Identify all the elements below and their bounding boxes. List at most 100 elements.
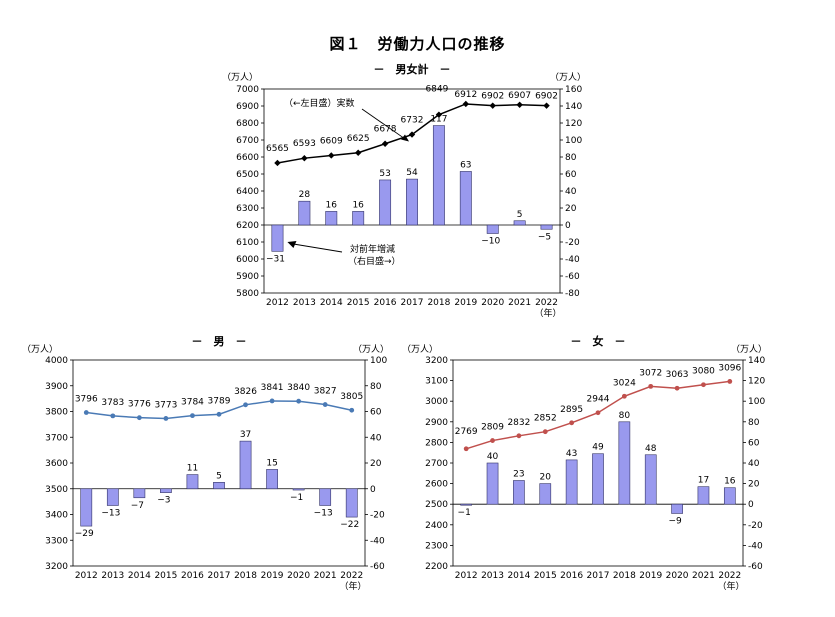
bar-value-label: 37: [240, 430, 251, 440]
left-tick-label: 7000: [236, 85, 259, 95]
x-tick-label: 2013: [481, 571, 504, 581]
bar-2021: [513, 220, 526, 226]
line-value-label: 6907: [508, 91, 531, 101]
bar-annotation-scale: （右目盛→）: [348, 255, 401, 267]
line-value-label: 3840: [287, 383, 310, 393]
left-tick-label: 6500: [236, 170, 259, 180]
line-value-label: 3784: [181, 398, 204, 408]
bar-2019: [266, 469, 278, 490]
left-tick-label: 2300: [425, 541, 448, 551]
bar-value-label: 48: [645, 444, 657, 454]
x-tick-label: 2022: [718, 571, 741, 581]
x-tick-label: 2020: [287, 571, 310, 581]
x-tick-label: 2019: [639, 571, 662, 581]
bar-value-label: −1: [458, 508, 471, 518]
x-tick-label: 2019: [261, 571, 284, 581]
bar-value-label: −29: [75, 529, 94, 539]
line-value-label: 2895: [560, 405, 583, 415]
left-tick-label: 6200: [236, 221, 259, 231]
right-tick-label: 120: [565, 119, 582, 129]
left-tick-label: 3300: [45, 536, 68, 546]
bar-value-label: 5: [216, 471, 222, 481]
left-tick-label: 5800: [236, 289, 259, 299]
bar-value-label: 80: [619, 411, 631, 421]
right-tick-label: 100: [370, 356, 387, 366]
x-tick-label: 2021: [508, 298, 531, 308]
bar-value-label: 11: [187, 464, 198, 474]
x-tick-label: 2016: [181, 571, 204, 581]
line-value-label: 3072: [639, 368, 662, 378]
left-axis-unit: （万人）: [22, 344, 58, 355]
x-tick-label: 2020: [481, 298, 504, 308]
bar-value-label: −1: [290, 493, 303, 503]
line-value-label: 3080: [692, 367, 715, 377]
right-tick-label: -60: [370, 562, 385, 572]
main-title: 図１ 労働力人口の推移: [329, 35, 506, 53]
x-tick-label: 2019: [454, 298, 477, 308]
left-tick-label: 5900: [236, 272, 259, 282]
x-tick-label: 2018: [427, 298, 450, 308]
line-marker-2014: [516, 433, 522, 439]
bar-value-label: 53: [379, 169, 390, 179]
x-tick-label: 2012: [455, 571, 478, 581]
line-marker-2022: [727, 379, 733, 384]
left-tick-label: 6300: [236, 204, 259, 214]
left-tick-label: 6100: [236, 238, 259, 248]
right-tick-label: 0: [565, 221, 571, 231]
bar-2014: [513, 480, 525, 505]
line-value-label: 2769: [455, 427, 478, 437]
line-marker-2021: [322, 402, 328, 407]
line-value-label: 3776: [128, 400, 151, 410]
line-value-label: 6678: [374, 125, 397, 135]
line-value-label: 6912: [454, 90, 477, 100]
left-tick-label: 3000: [425, 397, 448, 407]
bar-2019: [459, 171, 472, 226]
line-value-label: 6625: [347, 134, 370, 144]
x-tick-label: 2013: [293, 298, 316, 308]
chart-subtitle: － 男女計 －: [374, 62, 451, 76]
x-tick-label: 2012: [75, 571, 98, 581]
right-tick-label: 60: [748, 438, 760, 448]
line-annotation-arrowhead: [401, 134, 409, 142]
bar-2013: [486, 462, 499, 505]
line-marker-2016: [569, 420, 575, 426]
bar-value-label: −10: [481, 237, 500, 247]
bar-2022: [723, 487, 736, 505]
right-tick-label: 100: [748, 397, 765, 407]
right-tick-label: 60: [565, 170, 577, 180]
x-tick-label: 2020: [666, 571, 689, 581]
x-tick-label: 2021: [314, 571, 337, 581]
line-marker-2015: [542, 429, 548, 435]
right-tick-label: -40: [370, 536, 385, 546]
chart-panel-3: － 女 － （万人） （万人） 2200 2300 2400 2500 2600 2700 280…: [402, 334, 767, 592]
bar-2019: [644, 454, 657, 505]
right-tick-label: 40: [565, 187, 577, 197]
bar-value-label: 17: [698, 476, 709, 486]
line-value-label: 6902: [535, 92, 558, 102]
right-tick-label: -40: [565, 255, 580, 265]
line-value-label: 2809: [481, 423, 504, 433]
bar-2017: [213, 482, 225, 490]
right-tick-label: -60: [748, 562, 763, 572]
bar-2022: [345, 488, 358, 518]
right-tick-label: 60: [370, 408, 382, 418]
bar-2020: [486, 224, 499, 234]
chart-panel-1: － 男女計 －（万人） （万人）5800590060006100620063006…: [222, 62, 586, 319]
line-value-label: 3783: [101, 398, 124, 408]
left-axis-unit: （万人）: [402, 344, 438, 355]
bar-2020: [671, 503, 683, 514]
x-tick-label: 2012: [266, 298, 289, 308]
right-tick-label: 20: [748, 480, 760, 490]
line-marker-2022: [349, 407, 355, 413]
line-marker-2020: [489, 102, 496, 109]
line-marker-2017: [595, 410, 601, 416]
bar-value-label: −22: [340, 520, 359, 530]
line-marker-2014: [136, 415, 142, 421]
x-tick-label: 2015: [534, 571, 557, 581]
bar-2015: [539, 483, 552, 505]
line-value-label: 2852: [534, 414, 557, 424]
right-tick-label: 140: [748, 356, 765, 366]
bar-2022: [540, 224, 553, 230]
line-marker-2019: [269, 398, 275, 404]
line-value-label: 3841: [261, 383, 284, 393]
